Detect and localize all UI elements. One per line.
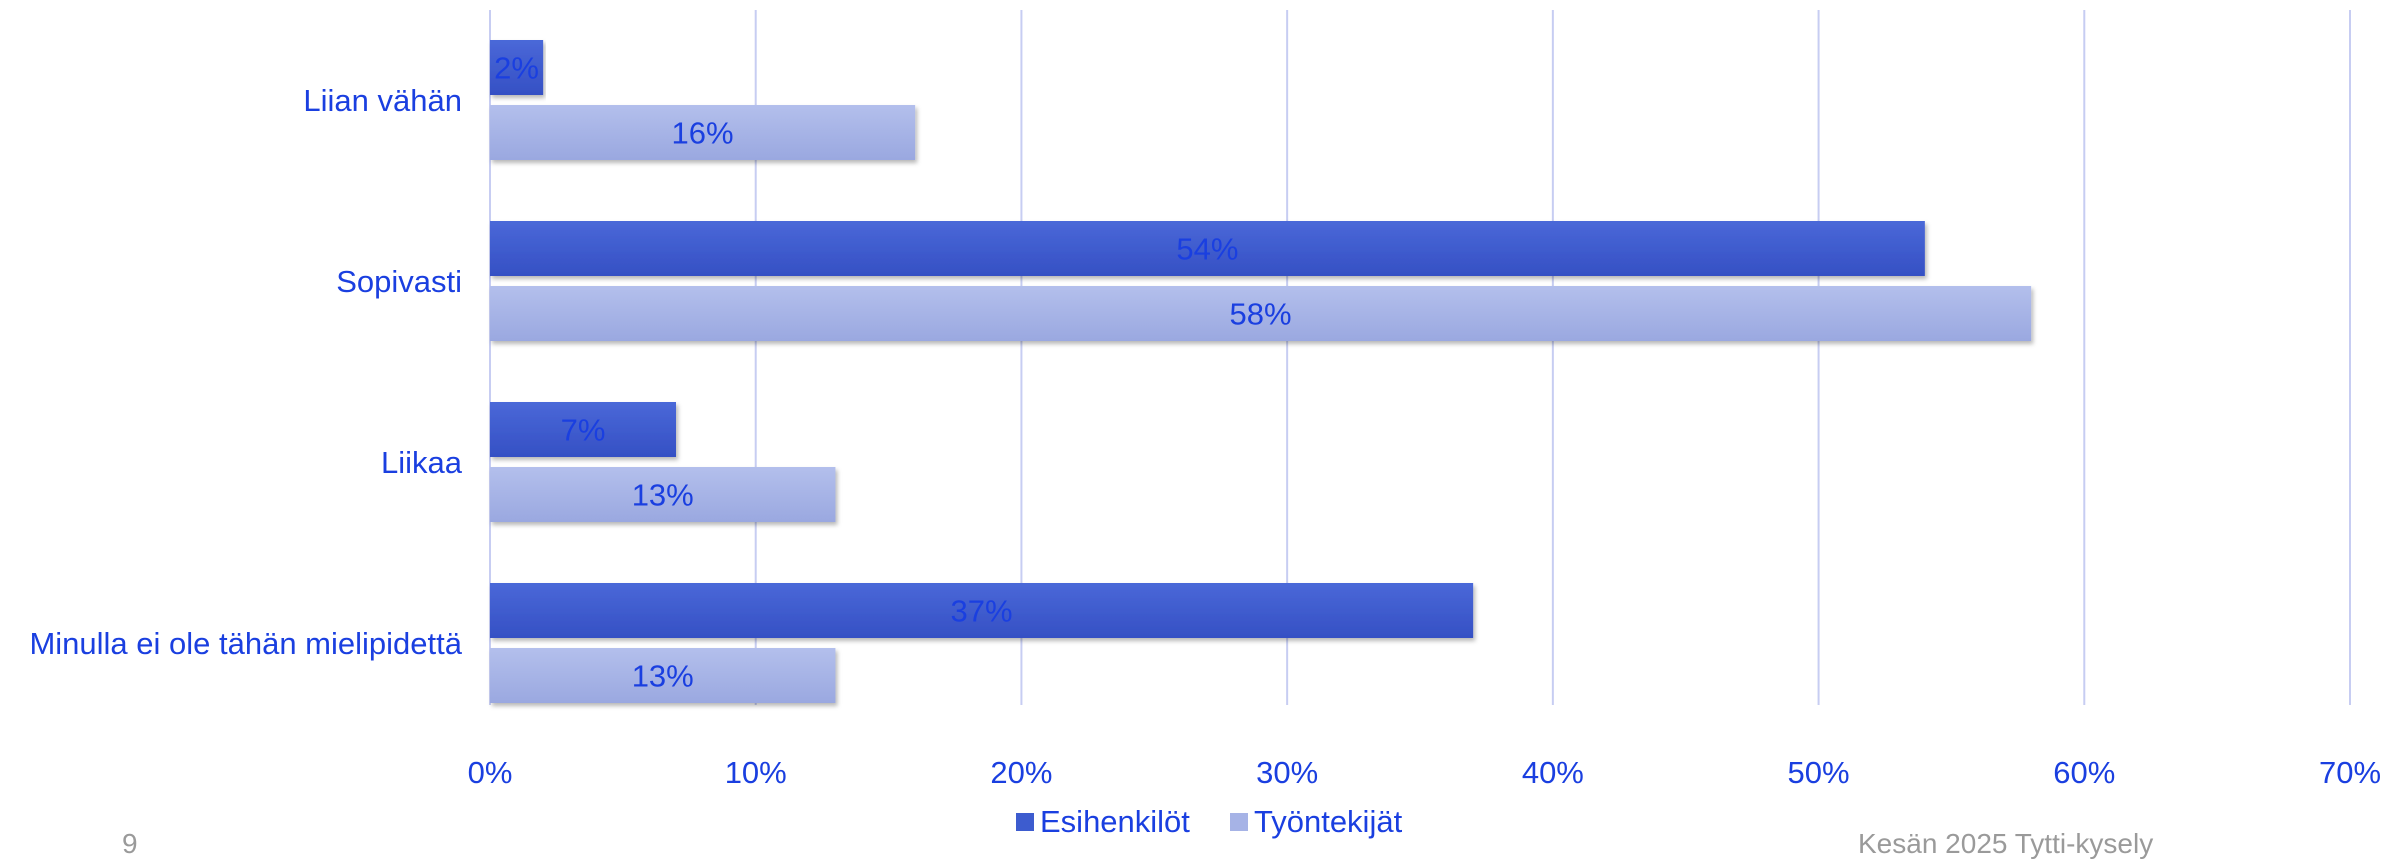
x-tick-label: 70%	[2319, 755, 2381, 790]
x-axis-tick-labels: 0% 10% 20% 30% 40% 50% 60% 70%	[468, 755, 2381, 790]
bar-value-label: 13%	[632, 659, 694, 694]
source-note: Kesän 2025 Tytti-kysely	[1858, 828, 2154, 859]
legend-swatch	[1016, 813, 1034, 831]
bar-value-label: 7%	[561, 413, 606, 448]
bar-value-label: 58%	[1230, 297, 1292, 332]
legend-label: Työntekijät	[1254, 804, 1403, 839]
category-labels: Liian vähän Sopivasti Liikaa Minulla ei ole…	[29, 83, 462, 661]
bar-value-label: 2%	[494, 51, 539, 86]
bar-esihenkilot	[490, 221, 1925, 276]
x-tick-label: 0%	[468, 755, 513, 790]
legend: Esihenkilöt Työntekijät	[1016, 804, 1403, 839]
bar-esihenkilot	[490, 583, 1474, 638]
bar-esihenkilot	[490, 402, 676, 457]
bar-tyontekijat	[490, 467, 836, 522]
category-label: Liian vähän	[303, 83, 462, 118]
bars: 2% 16% 54% 58% 7% 13% 37% 13%	[490, 40, 2032, 703]
x-tick-label: 60%	[2053, 755, 2115, 790]
category-label: Sopivasti	[336, 264, 462, 299]
bar-esihenkilot	[490, 40, 544, 95]
bar-value-label: 16%	[672, 116, 734, 151]
x-tick-label: 50%	[1788, 755, 1850, 790]
bar-tyontekijat	[490, 105, 916, 160]
bar-tyontekijat	[490, 286, 2032, 341]
x-tick-label: 30%	[1256, 755, 1318, 790]
legend-label: Esihenkilöt	[1040, 804, 1190, 839]
x-tick-label: 20%	[990, 755, 1052, 790]
bar-value-label: 37%	[951, 594, 1013, 629]
bar-tyontekijat	[490, 648, 836, 703]
x-tick-label: 40%	[1522, 755, 1584, 790]
bar-value-label: 54%	[1176, 232, 1238, 267]
bar-value-label: 13%	[632, 478, 694, 513]
x-tick-label: 10%	[725, 755, 787, 790]
legend-swatch	[1230, 813, 1248, 831]
category-label: Minulla ei ole tähän mielipidettä	[29, 626, 462, 661]
page-number: 9	[122, 828, 138, 859]
category-label: Liikaa	[381, 445, 463, 480]
